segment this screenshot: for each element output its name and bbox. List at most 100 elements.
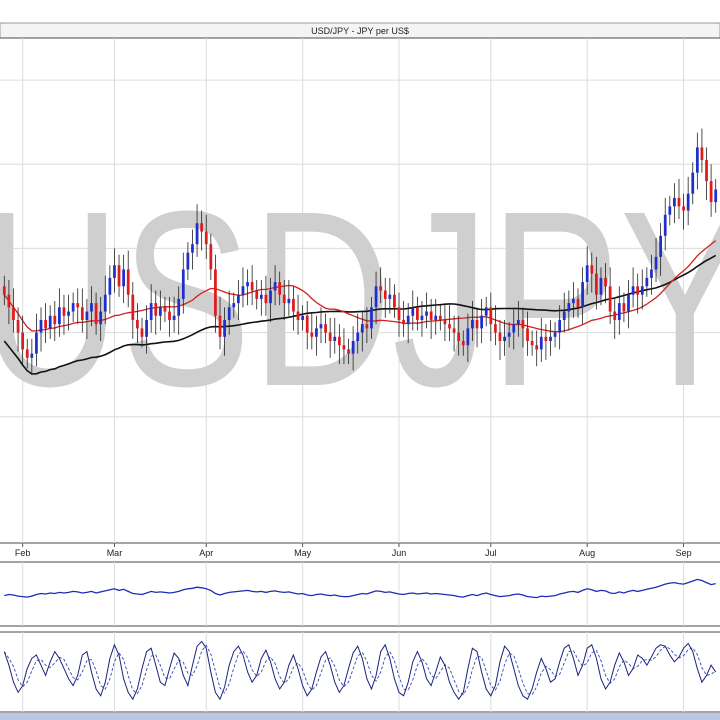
candle-bull [301,315,305,320]
candle-bull [181,269,185,299]
candle-bull [57,307,61,325]
candle-bull [567,303,571,312]
candle-bear [461,341,465,346]
candle-bear [264,294,268,304]
candle-bear [594,273,598,295]
candle-bull [585,265,589,283]
candle-bear [590,265,594,274]
candle-bear [452,328,456,333]
candle-bull [480,315,484,329]
candle-bull [714,189,718,203]
candle-bear [393,294,396,308]
candle-bear [347,349,350,354]
candle-bull [645,277,649,287]
candle-bull [195,223,199,245]
candle-bull [558,319,562,333]
candle-bull [356,332,360,341]
x-tick-label: Aug [579,548,595,558]
candle-bull [650,269,653,278]
candle-bull [360,324,364,333]
candle-bear [163,307,167,312]
candle-bear [608,286,612,312]
candle-bull [67,311,70,316]
candle-bull [191,244,194,253]
candle-bear [613,311,617,320]
x-tick-label: Jun [392,548,407,558]
candle-bear [140,328,144,337]
stochastic-d-line [3,644,716,696]
watermark-text: USDJPY [0,159,720,438]
candle-bull [388,294,392,299]
stochastic-pane [0,631,720,713]
candle-bear [296,311,300,320]
candle-bull [420,315,424,320]
candle-bear [117,265,121,287]
x-tick-label: May [294,548,312,558]
candle-bull [172,315,176,320]
candlestick-series [2,128,718,375]
candle-bull [48,315,52,329]
bottom-scroll-bar[interactable] [0,713,720,720]
candle-bear [16,319,20,333]
candle-bull [113,265,116,278]
candle-bear [214,269,217,316]
candle-bull [236,294,240,304]
candle-bull [654,256,658,270]
candle-bull [158,307,162,316]
rsi-pane [0,561,720,627]
candle-bull [466,328,470,346]
candle-bull [145,319,148,337]
candle-bear [250,282,254,291]
candle-bear [154,303,158,316]
candle-bull [319,324,323,329]
candle-bull [273,282,277,291]
rsi-pane-frame [0,561,720,627]
candle-bear [604,277,607,287]
stochastic-k-line [3,640,717,701]
candle-bear [328,332,332,341]
candle-bull [695,147,699,173]
candle-bull [673,197,676,207]
candle-bear [365,324,369,329]
candle-bear [383,290,387,299]
candle-bear [402,319,405,325]
candle-bear [535,345,539,350]
candle-bull [581,282,584,308]
candle-bear [415,307,419,320]
candle-bear [80,307,84,320]
candle-bear [278,282,282,295]
candle-bull [406,315,410,325]
candle-bear [448,324,451,329]
candle-bull [35,332,38,354]
candle-bull [232,303,236,308]
candle-bull [223,319,226,337]
candle-bear [168,311,171,320]
candle-bull [512,324,516,333]
date-axis: Feb Mar Apr May Jun Jul Aug Sep [15,543,692,558]
candle-bull [691,172,695,194]
candle-bear [62,307,66,316]
candle-bull [85,311,89,320]
candle-bear [443,319,447,325]
candle-bear [255,290,259,299]
candle-bull [434,315,438,320]
x-tick-label: Jul [485,548,497,558]
candle-bull [503,336,506,341]
candle-bear [475,319,479,329]
price-pane: USDJPY [0,37,720,544]
candle-bear [12,307,15,320]
candle-bull [516,319,520,325]
candle-bear [526,328,529,341]
candle-bear [209,244,213,270]
candle-bull [39,319,43,333]
candle-bull [99,311,103,325]
candle-bull [572,298,575,304]
candle-bull [668,206,672,215]
candle-bear [677,197,681,207]
candle-bull [177,298,181,316]
candle-bull [374,286,378,308]
candle-bear [709,181,713,203]
candle-bull [471,319,474,329]
